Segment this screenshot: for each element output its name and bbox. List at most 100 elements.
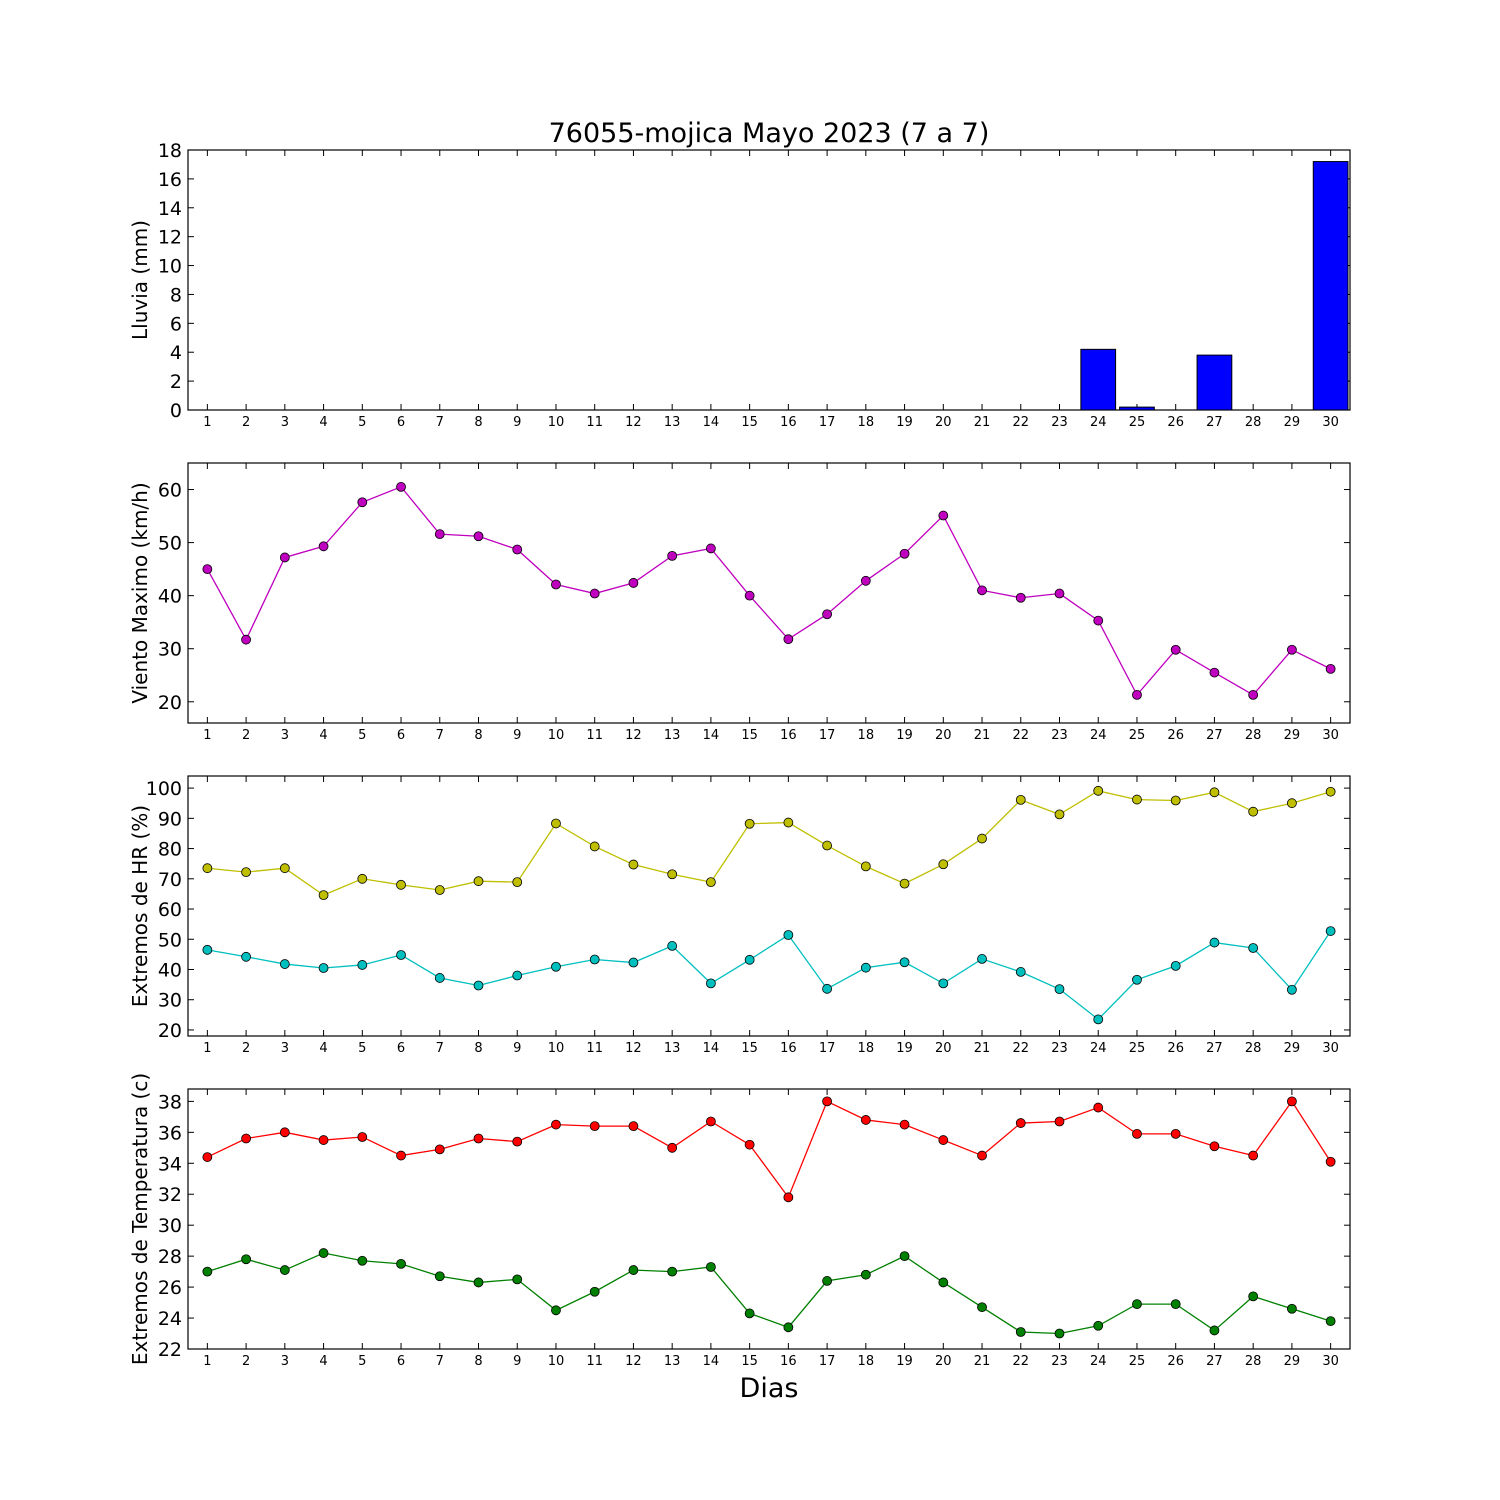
x-tick-label: 8: [474, 1354, 482, 1369]
x-tick-label: 3: [281, 728, 289, 743]
x-tick-label: 2: [242, 415, 250, 430]
x-tick-label: 17: [819, 728, 836, 743]
data-point: [473, 531, 484, 542]
y-tick-label: 80: [158, 839, 182, 861]
x-tick-label: 30: [1322, 728, 1339, 743]
data-point: [899, 957, 910, 968]
x-tick-label: 3: [281, 1041, 289, 1056]
x-tick-label: 24: [1090, 415, 1107, 430]
data-point: [822, 1276, 832, 1286]
data-point: [589, 1286, 600, 1297]
x-tick-label: 20: [935, 415, 952, 430]
x-tick-label: 27: [1206, 1041, 1223, 1056]
y-tick-label: 20: [158, 692, 182, 714]
data-point: [551, 1119, 561, 1130]
data-point: [241, 867, 252, 878]
bar: [1080, 348, 1117, 411]
x-tick-label: 27: [1206, 415, 1223, 430]
x-tick-label: 24: [1090, 1354, 1107, 1369]
x-tick-label: 7: [436, 1354, 444, 1369]
data-point: [1209, 787, 1220, 798]
data-point: [706, 1116, 716, 1127]
x-tick-label: 1: [203, 415, 211, 430]
bar: [1196, 354, 1233, 411]
data-point: [744, 1308, 755, 1319]
x-tick-label: 25: [1129, 1354, 1146, 1369]
x-tick-label: 16: [780, 1041, 797, 1056]
data-point: [357, 873, 368, 884]
x-axis-label: Dias: [740, 1373, 799, 1404]
y-tick-label: 12: [158, 227, 182, 249]
x-tick-label: 21: [974, 728, 991, 743]
x-tick-label: 25: [1129, 1041, 1146, 1056]
x-tick-label: 21: [974, 1041, 991, 1056]
data-point: [318, 1135, 329, 1145]
series-line: [206, 486, 1331, 697]
data-point: [667, 869, 678, 880]
data-point: [434, 973, 445, 983]
data-point: [1170, 644, 1181, 655]
x-tick-label: 9: [513, 1354, 521, 1369]
data-point: [1054, 809, 1065, 820]
x-tick-label: 11: [586, 1354, 603, 1369]
x-tick-label: 12: [625, 1041, 642, 1056]
data-point: [628, 859, 639, 870]
x-tick-label: 18: [858, 415, 875, 430]
y-tick-label: 40: [158, 586, 182, 608]
series-line: [207, 930, 1332, 1021]
x-tick-label: 20: [935, 728, 952, 743]
data-point: [396, 481, 406, 492]
x-tick-label: 4: [319, 1041, 327, 1056]
y-tick-label: 100: [146, 778, 182, 800]
x-tick-label: 6: [397, 415, 405, 430]
x-tick-label: 7: [436, 415, 444, 430]
x-tick-label: 20: [935, 1041, 952, 1056]
x-tick-label: 28: [1245, 1041, 1262, 1056]
data-point: [1248, 1291, 1259, 1302]
y-tick-label: 6: [170, 313, 182, 335]
x-tick-label: 28: [1245, 728, 1262, 743]
x-tick-label: 1: [203, 1041, 211, 1056]
data-point: [822, 609, 832, 620]
data-point: [202, 1266, 213, 1277]
x-tick-label: 18: [858, 1041, 875, 1056]
data-point: [1287, 1303, 1297, 1314]
x-tick-label: 16: [780, 415, 797, 430]
x-tick-label: 28: [1245, 1354, 1262, 1369]
x-tick-label: 8: [474, 1041, 482, 1056]
data-point: [396, 950, 406, 960]
x-tick-label: 2: [242, 728, 250, 743]
y-tick-label: 10: [158, 256, 182, 278]
y-tick-label: 24: [158, 1308, 182, 1330]
data-point: [396, 879, 406, 890]
x-tick-label: 28: [1245, 415, 1262, 430]
data-point: [357, 1132, 368, 1142]
data-point: [512, 877, 523, 888]
x-tick-label: 13: [664, 415, 681, 430]
data-point: [706, 978, 716, 989]
data-point: [1209, 1141, 1220, 1152]
y-axis-label-lluvia: Lluvia (mm): [128, 220, 152, 340]
data-point: [1132, 794, 1142, 805]
data-point: [977, 1150, 987, 1161]
data-point: [279, 552, 290, 563]
y-tick-label: 22: [158, 1339, 182, 1361]
data-point: [1248, 1150, 1259, 1161]
x-tick-label: 11: [586, 415, 603, 430]
data-point: [202, 1152, 213, 1162]
data-point: [551, 1305, 561, 1316]
data-point: [1093, 1102, 1104, 1113]
data-point: [706, 1262, 716, 1272]
data-point: [1248, 943, 1259, 953]
data-point: [1093, 1320, 1104, 1331]
data-point: [628, 578, 639, 588]
x-tick-label: 14: [703, 415, 720, 430]
x-tick-label: 23: [1051, 1354, 1068, 1369]
x-tick-label: 6: [397, 728, 405, 743]
y-tick-label: 18: [158, 140, 182, 162]
plot-frame-temp: [187, 1088, 1351, 1350]
data-point: [938, 859, 949, 870]
data-point: [1015, 1327, 1026, 1337]
